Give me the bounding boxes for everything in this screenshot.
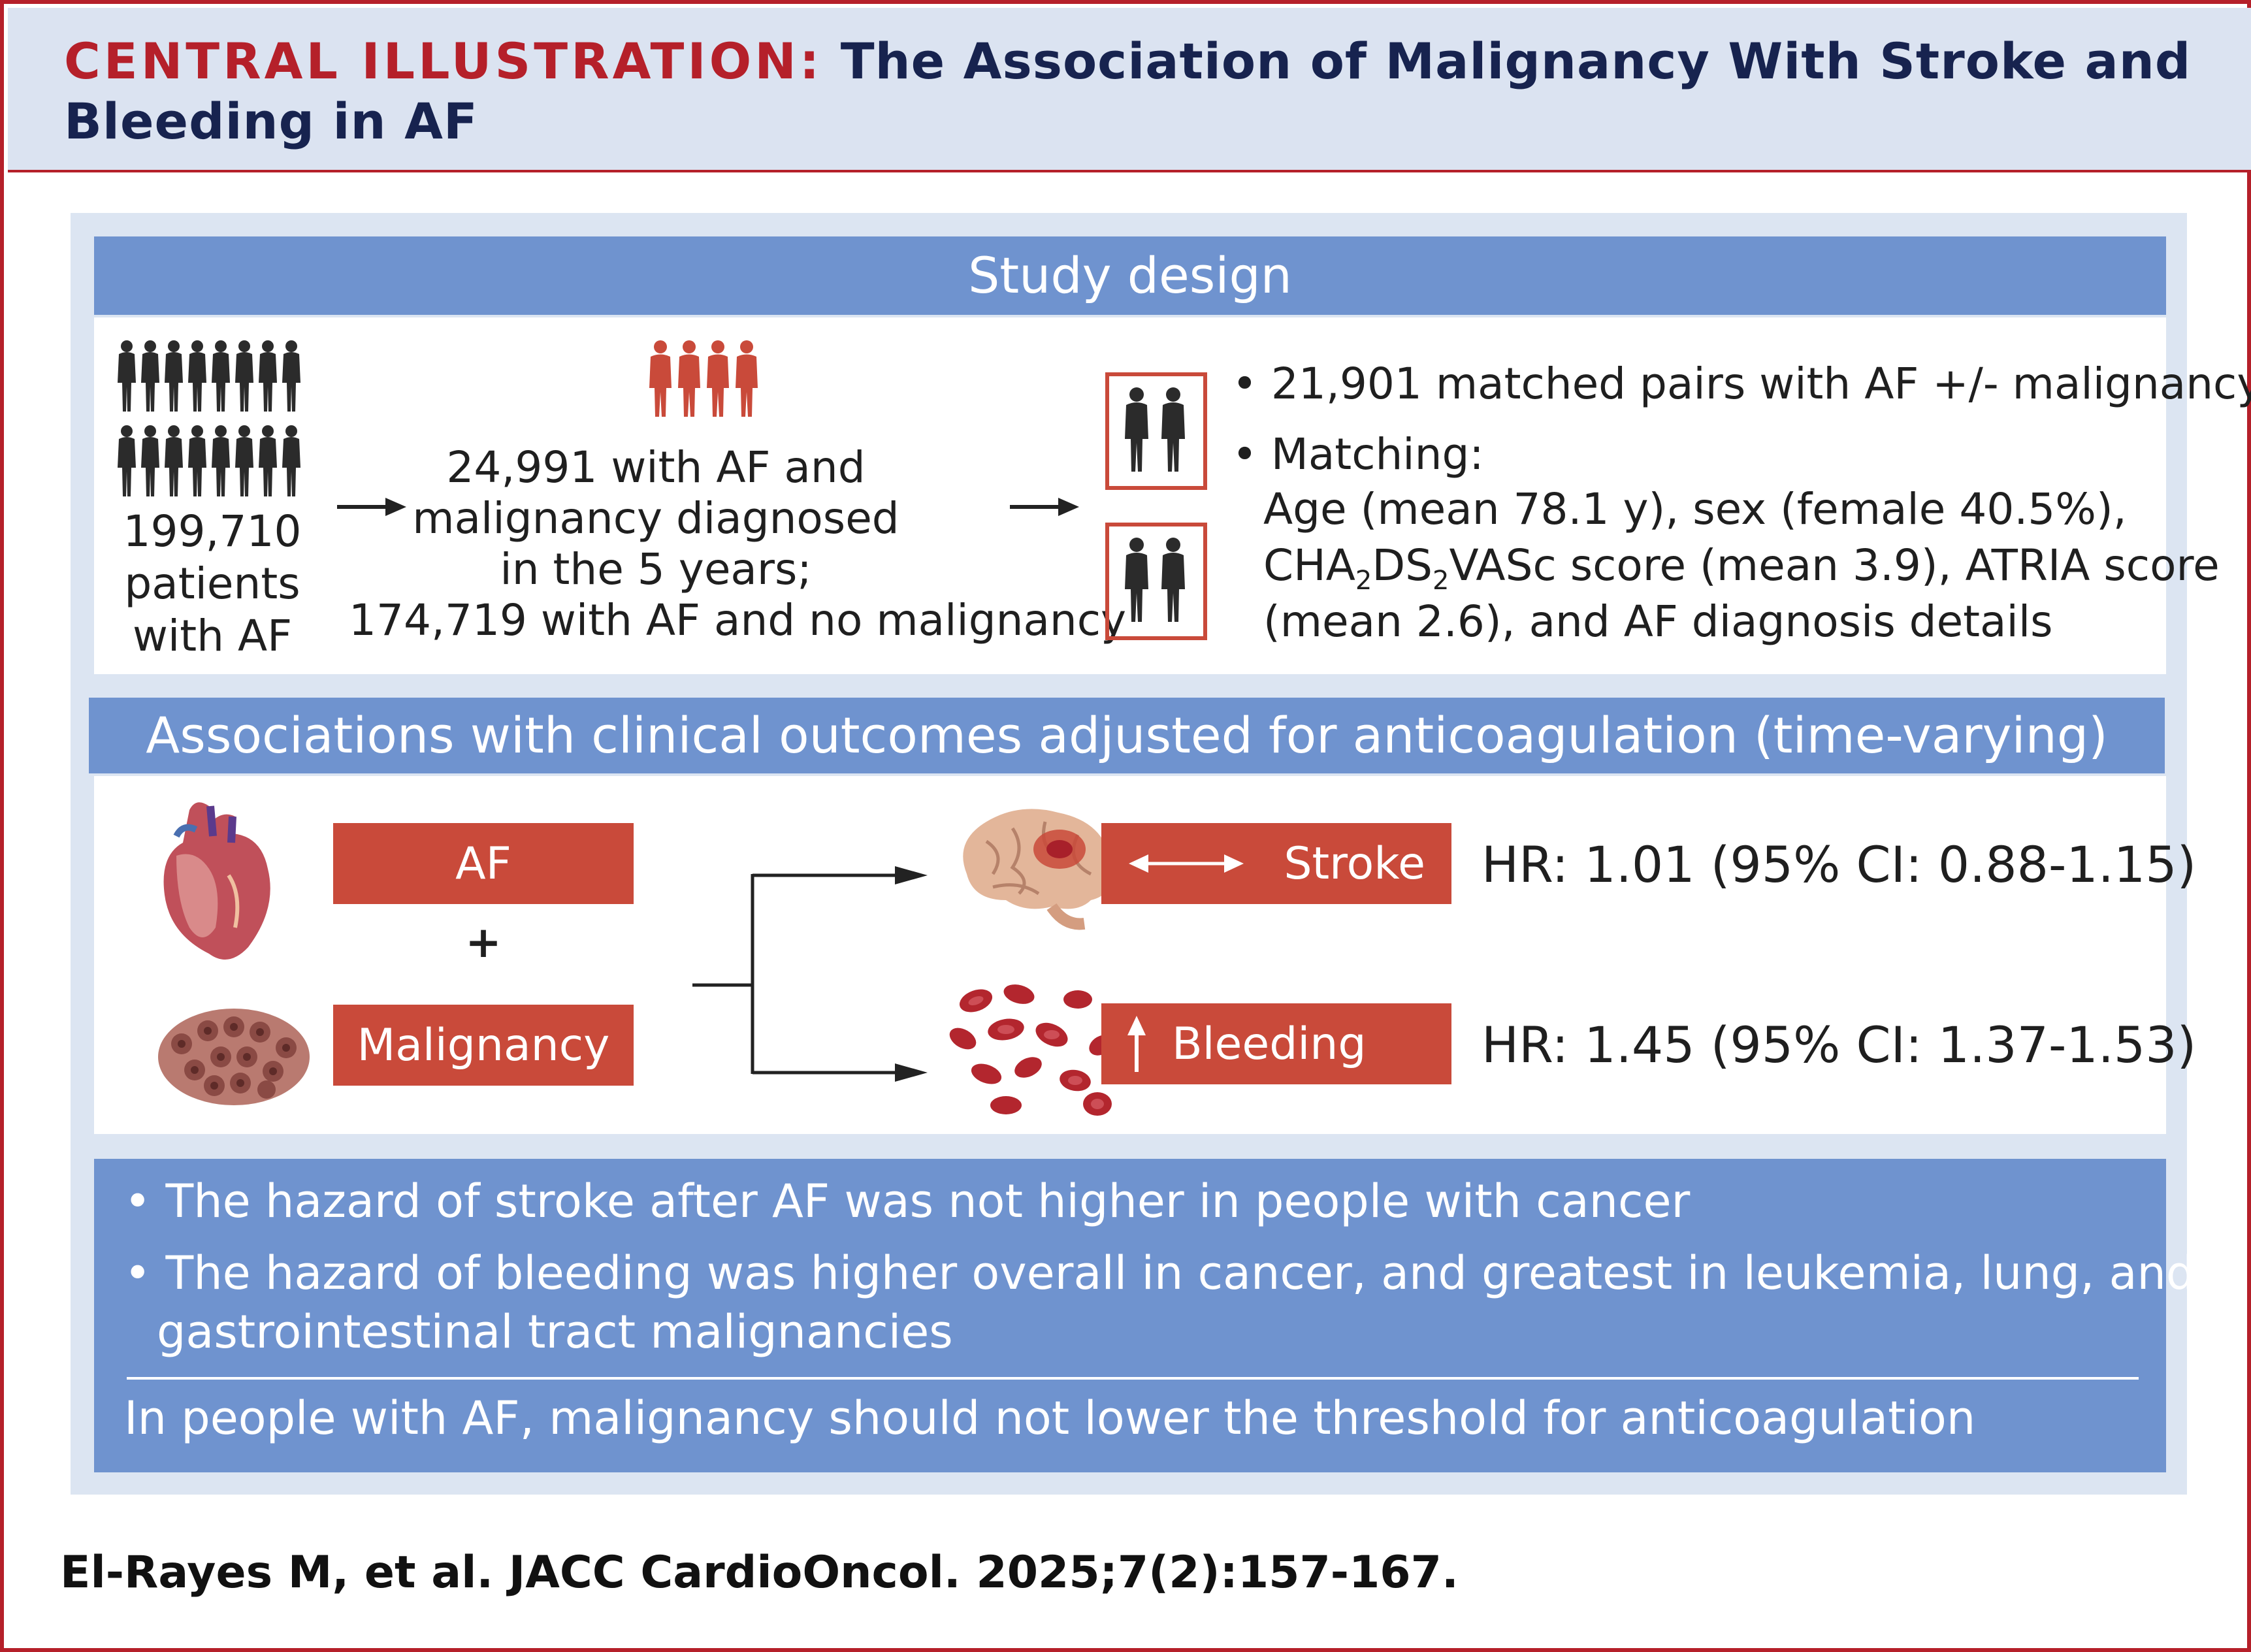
matched-pairs-bullet: • 21,901 matched pairs with AF +/- malig…	[1232, 358, 2251, 410]
conclusions-divider	[127, 1377, 2139, 1380]
tumor-cells-icon	[158, 1009, 310, 1105]
conclusion-bullet-stroke: • The hazard of stroke after AF was not …	[124, 1174, 1691, 1228]
stroke-label: Stroke	[1284, 837, 1425, 890]
arrow-right-icon	[1010, 498, 1079, 516]
matching-details: (mean 2.6), and AF diagnosis details	[1263, 596, 2053, 647]
malignancy-cohort-line3: in the 5 years;	[500, 544, 812, 594]
double-arrow-icon	[1129, 854, 1244, 873]
figure-title: CENTRAL ILLUSTRATION: The Association of…	[64, 31, 2220, 152]
cha-text: CHA	[1263, 540, 1355, 591]
arrow-right-icon	[337, 498, 406, 516]
malignancy-cohort-line1: 24,991 with AF and	[446, 442, 866, 493]
people-group-red-icon	[649, 340, 758, 417]
up-arrow-icon	[1127, 1016, 1146, 1072]
central-illustration-label: CENTRAL ILLUSTRATION:	[64, 32, 823, 90]
bleeding-hazard-ratio: HR: 1.45 (95% CI: 1.37-1.53)	[1482, 1016, 2197, 1074]
matching-scores: CHA2DS2VASc score (mean 3.9), ATRIA scor…	[1263, 540, 2220, 607]
total-patients-count: 199,710	[123, 506, 302, 557]
study-design-heading: Study design	[94, 236, 2166, 315]
matched-pair-icon	[1105, 372, 1207, 640]
citation: El-Rayes M, et al. JACC CardioOncol. 202…	[60, 1547, 1459, 1598]
figure-title-text: The Association of Malignancy With Strok…	[64, 32, 2192, 150]
branch-connector	[692, 866, 928, 1082]
conclusion-stroke-text: The hazard of stroke after AF was not hi…	[165, 1174, 1691, 1228]
brain-icon	[963, 809, 1112, 930]
header: CENTRAL ILLUSTRATION: The Association of…	[8, 8, 2251, 172]
vasc-atria-text: VASc score (mean 3.9), ATRIA score	[1449, 540, 2220, 591]
associations-heading: Associations with clinical outcomes adju…	[89, 698, 2165, 773]
content-panel: Study design 199,710 patients	[71, 213, 2251, 1495]
matching-heading: Matching:	[1271, 429, 1484, 479]
study-design-box: 199,710 patients with AF 24,991 with AF …	[94, 317, 2251, 674]
plus-sign: +	[465, 917, 502, 967]
matched-pairs-text: 21,901 matched pairs with AF +/- maligna…	[1271, 359, 2251, 409]
total-patients-condition: with AF	[132, 611, 293, 661]
conclusion-bleeding-line1: The hazard of bleeding was higher overal…	[165, 1246, 2195, 1300]
ds-text: DS	[1372, 540, 1433, 591]
total-patients-label: patients	[124, 559, 300, 609]
conclusion-bleeding-line2: gastrointestinal tract malignancies	[157, 1305, 953, 1359]
matching-age-sex: Age (mean 78.1 y), sex (female 40.5%),	[1263, 484, 2127, 534]
bleeding-label-box: Bleeding	[1101, 1003, 1451, 1084]
heart-icon	[163, 802, 270, 960]
bleeding-label: Bleeding	[1172, 1018, 1367, 1070]
stroke-label-box: Stroke	[1101, 823, 1451, 904]
takeaway-message: In people with AF, malignancy should not…	[124, 1391, 1976, 1445]
malignancy-cohort-line2: malignancy diagnosed	[412, 493, 899, 543]
ds-subscript: 2	[1433, 566, 1449, 596]
conclusions-box: • The hazard of stroke after AF was not …	[94, 1159, 2195, 1472]
associations-box: AF + Malignancy	[94, 776, 2196, 1134]
malignancy-label-box: Malignancy	[333, 1005, 634, 1086]
cha-subscript: 2	[1355, 566, 1372, 596]
conclusion-bullet-bleeding: • The hazard of bleeding was higher over…	[124, 1246, 2195, 1300]
matching-bullet: • Matching:	[1232, 429, 1484, 479]
stroke-hazard-ratio: HR: 1.01 (95% CI: 0.88-1.15)	[1482, 835, 2197, 894]
people-crowd-icon	[118, 340, 300, 496]
blood-cells-icon	[949, 984, 1114, 1116]
af-label-box: AF	[333, 823, 634, 904]
no-malignancy-cohort: 174,719 with AF and no malignancy	[349, 595, 1127, 645]
